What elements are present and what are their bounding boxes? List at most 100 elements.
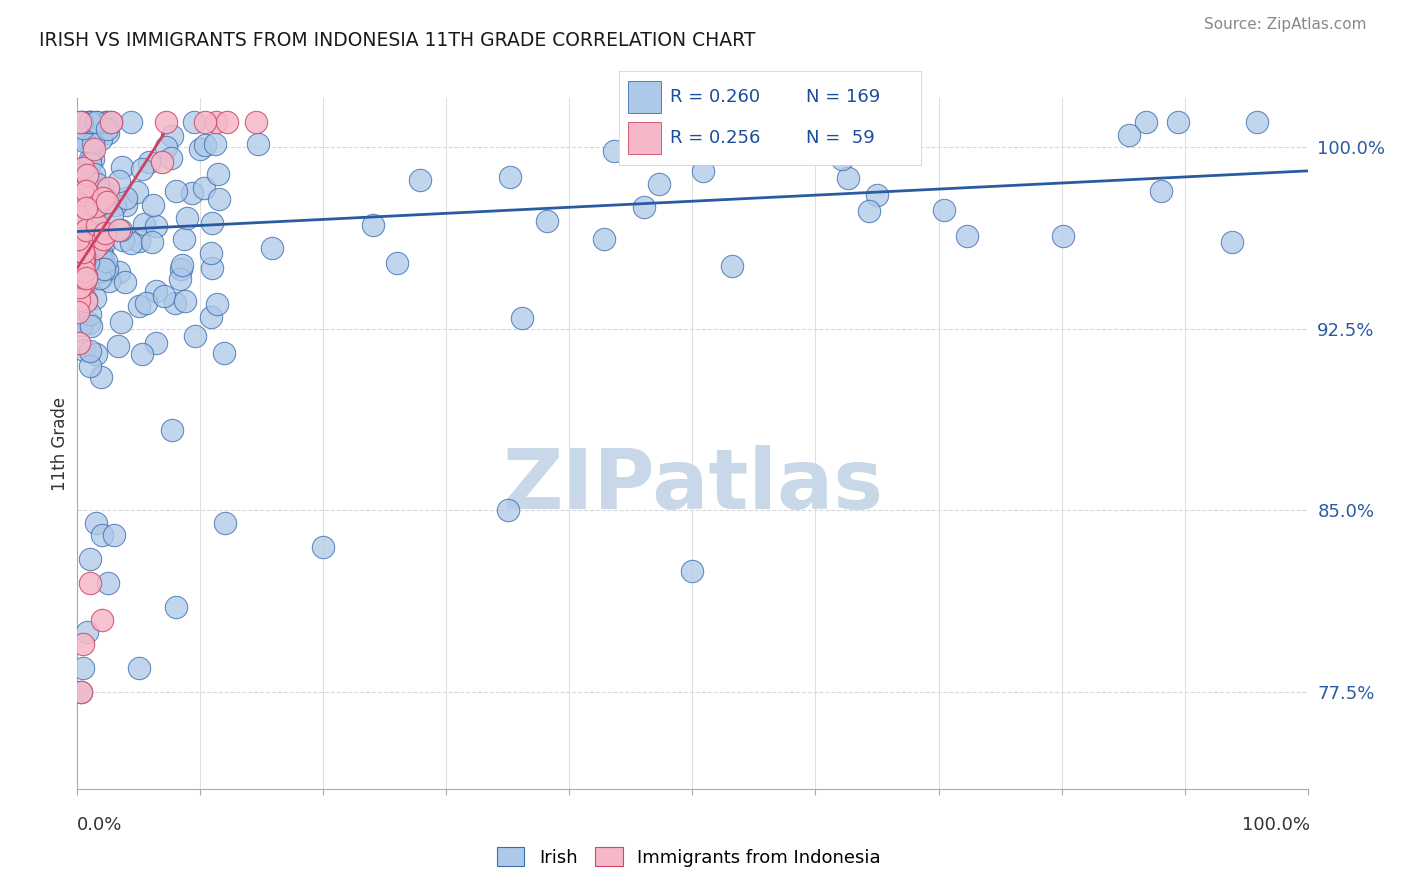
- Point: [84, 347, 107, 361]
- Point: [70, 167, 93, 181]
- Text: 100.0%: 100.0%: [1243, 816, 1310, 834]
- Point: [108, 264, 131, 278]
- Point: [96, 115, 118, 129]
- Point: [644, 115, 666, 129]
- Point: [70, 685, 93, 699]
- Text: N = 169: N = 169: [806, 87, 880, 105]
- Point: [90, 527, 114, 541]
- Point: [152, 289, 174, 303]
- Point: [70, 211, 93, 226]
- Point: [69, 115, 91, 129]
- Point: [80, 169, 103, 184]
- Point: [142, 198, 165, 212]
- Point: [97, 274, 120, 288]
- Point: [67, 305, 90, 319]
- FancyBboxPatch shape: [627, 122, 661, 153]
- Point: [79, 307, 101, 321]
- Point: [721, 259, 744, 273]
- Point: [90, 252, 112, 266]
- Point: [69, 250, 91, 264]
- Point: [120, 236, 142, 251]
- Point: [77, 135, 100, 149]
- Point: [409, 173, 432, 187]
- Point: [128, 234, 150, 248]
- Point: [141, 235, 163, 249]
- Point: [169, 272, 191, 286]
- Point: [76, 624, 98, 639]
- Point: [89, 271, 111, 285]
- Point: [67, 335, 90, 350]
- Point: [69, 239, 91, 253]
- Point: [72, 253, 94, 268]
- Point: [80, 115, 103, 129]
- Point: [73, 234, 96, 248]
- Point: [361, 218, 384, 232]
- Point: [76, 168, 98, 182]
- Point: [76, 255, 98, 269]
- Point: [86, 192, 108, 206]
- Point: [75, 175, 97, 189]
- Point: [115, 198, 138, 212]
- Point: [73, 343, 96, 357]
- Point: [831, 152, 853, 166]
- Point: [75, 203, 97, 218]
- Point: [593, 231, 616, 245]
- Point: [100, 115, 122, 129]
- Point: [91, 237, 114, 252]
- Point: [1135, 115, 1157, 129]
- Point: [86, 238, 108, 252]
- Point: [1167, 115, 1189, 129]
- Point: [170, 258, 193, 272]
- Point: [77, 316, 100, 330]
- Point: [75, 256, 97, 270]
- Point: [70, 115, 93, 129]
- Point: [67, 281, 90, 295]
- Point: [100, 115, 122, 129]
- Point: [127, 185, 149, 199]
- Point: [73, 264, 96, 278]
- Point: [128, 299, 150, 313]
- Point: [72, 161, 94, 175]
- Point: [159, 151, 181, 165]
- Point: [174, 293, 197, 308]
- Point: [93, 199, 115, 213]
- Point: [75, 201, 97, 215]
- Text: R = 0.256: R = 0.256: [671, 128, 761, 147]
- Point: [498, 170, 520, 185]
- Point: [90, 132, 112, 146]
- Point: [75, 293, 97, 308]
- Point: [83, 167, 105, 181]
- Point: [201, 261, 224, 276]
- Point: [91, 252, 114, 266]
- Point: [69, 209, 91, 223]
- Point: [91, 191, 114, 205]
- Point: [75, 245, 97, 260]
- Point: [83, 291, 105, 305]
- Point: [69, 182, 91, 196]
- Point: [193, 181, 215, 195]
- Point: [69, 285, 91, 300]
- Point: [67, 253, 90, 268]
- FancyBboxPatch shape: [627, 81, 661, 112]
- Text: 0.0%: 0.0%: [77, 816, 122, 834]
- Point: [70, 221, 93, 235]
- Point: [69, 280, 91, 294]
- Point: [128, 661, 150, 675]
- Point: [69, 293, 91, 307]
- Point: [70, 269, 93, 284]
- Point: [692, 164, 714, 178]
- Point: [75, 293, 97, 308]
- Point: [69, 130, 91, 145]
- Point: [72, 185, 94, 199]
- Point: [496, 503, 519, 517]
- Point: [131, 161, 153, 176]
- Point: [1246, 115, 1268, 129]
- Point: [73, 134, 96, 148]
- Text: Source: ZipAtlas.com: Source: ZipAtlas.com: [1204, 18, 1367, 32]
- Point: [79, 273, 101, 287]
- Point: [90, 613, 114, 627]
- Point: [72, 120, 94, 135]
- Point: [648, 177, 671, 191]
- Point: [84, 115, 107, 129]
- Point: [79, 552, 101, 566]
